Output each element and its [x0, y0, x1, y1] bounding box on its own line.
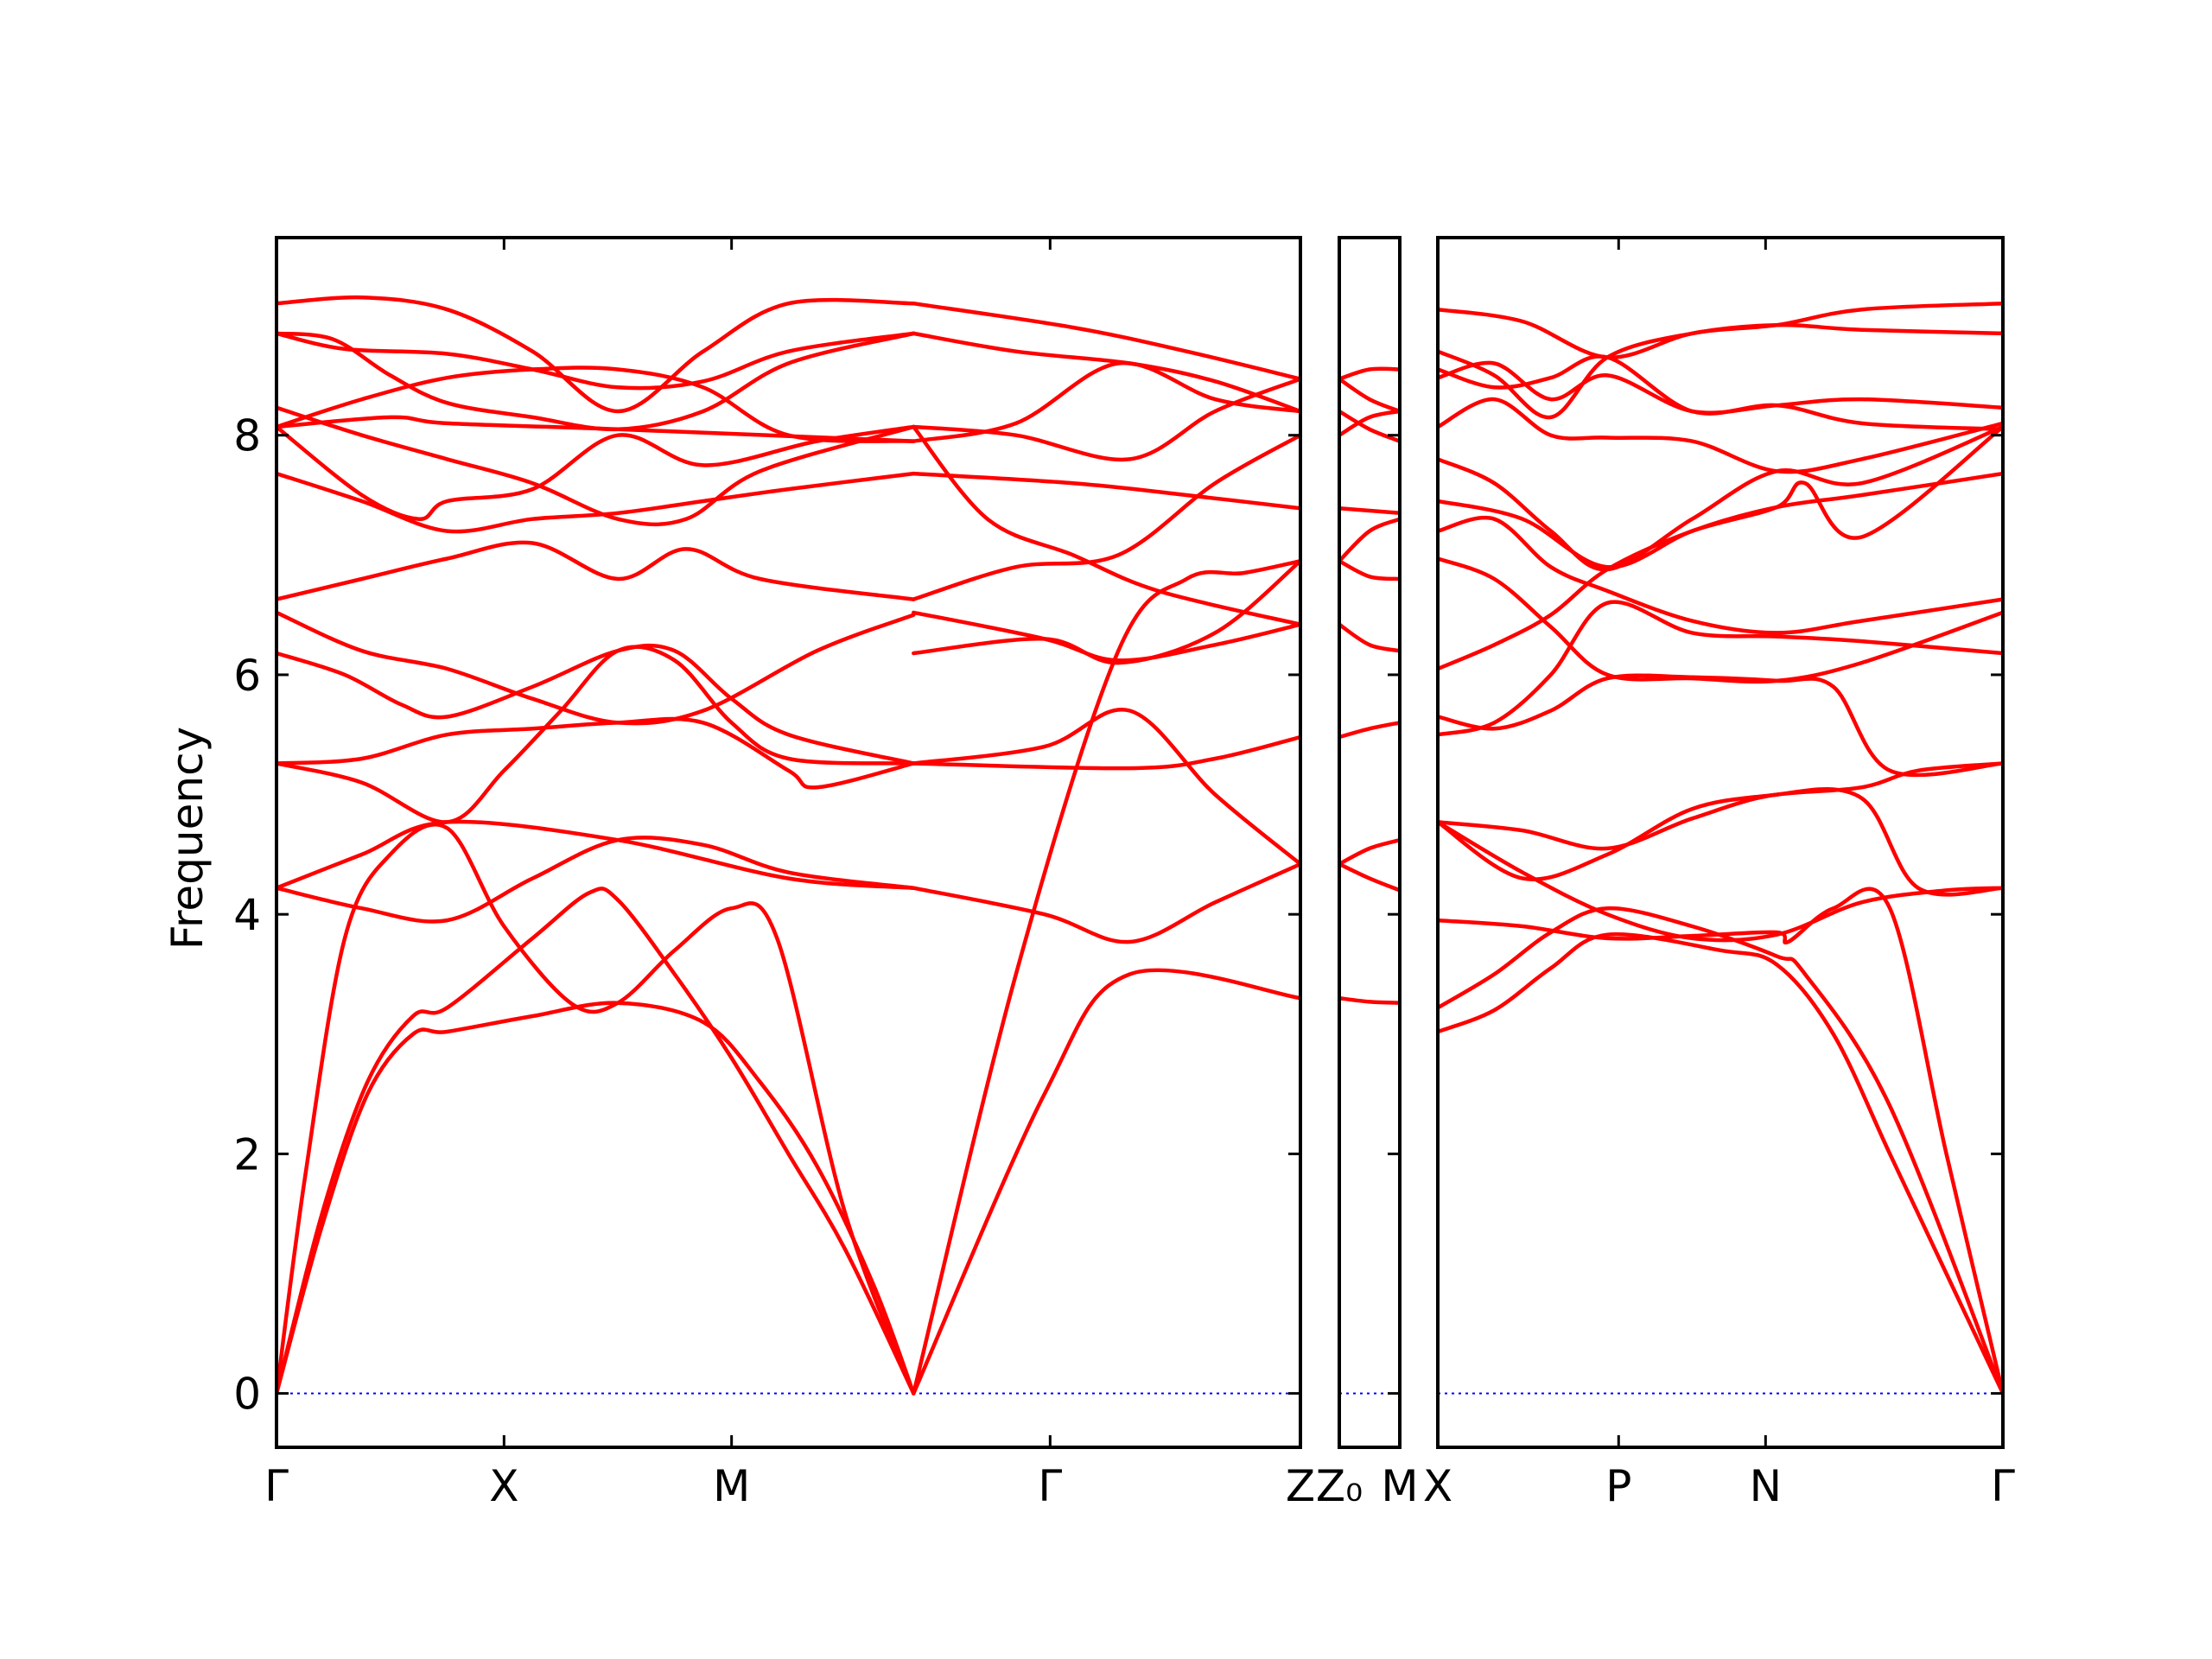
band-line-3 — [276, 822, 916, 1395]
band-line-12 — [276, 424, 916, 521]
band-line-27 — [912, 471, 1300, 511]
band-line-3 — [1438, 887, 2003, 1395]
band-line-7 — [1438, 600, 2003, 737]
band-line-10 — [276, 540, 916, 601]
band-line-22 — [912, 734, 1300, 771]
band-line-6 — [1438, 761, 2003, 881]
band-line-21 — [912, 861, 1300, 944]
panel-frame — [275, 236, 1302, 1449]
y-tick-label: 0 — [233, 1370, 261, 1420]
band-line-7 — [276, 716, 916, 790]
band-line-13 — [276, 405, 916, 527]
panel-frame — [1436, 236, 2005, 1449]
band-line-6 — [1339, 559, 1400, 582]
band-line-11 — [1438, 516, 2003, 635]
band-line-4 — [276, 819, 916, 890]
x-tick-label: X — [1423, 1461, 1452, 1511]
band-line-4 — [1339, 721, 1400, 740]
band-line-9 — [1339, 409, 1400, 437]
band-line-13 — [1438, 424, 2003, 572]
y-tick-label: 4 — [233, 890, 261, 940]
band-line-26 — [912, 433, 1300, 601]
band-line-5 — [1438, 787, 2003, 897]
x-tick-label: Z₀ — [1316, 1461, 1363, 1511]
band-line-1 — [276, 1001, 916, 1395]
band-line-6 — [276, 645, 916, 824]
x-tick-label: N — [1750, 1461, 1782, 1511]
band-line-25 — [912, 610, 1300, 663]
band-line-2 — [276, 887, 916, 1395]
band-line-15 — [276, 415, 916, 443]
band-line-1 — [1438, 931, 2003, 1395]
x-tick-label: M — [713, 1461, 750, 1511]
band-line-10 — [1438, 556, 2003, 684]
band-line-17 — [276, 331, 916, 432]
panel-frame — [1338, 236, 1402, 1449]
band-line-3 — [1339, 861, 1400, 893]
bands — [1438, 301, 2003, 1395]
band-line-4 — [1438, 820, 2003, 943]
band-line-2 — [1438, 906, 2003, 1395]
band-line-15 — [1438, 360, 2003, 415]
x-tick-label: Γ — [264, 1461, 289, 1511]
band-line-8 — [1339, 506, 1400, 516]
x-tick-label: P — [1605, 1461, 1631, 1511]
band-line-16 — [276, 331, 916, 391]
panel-1: Γ X M Γ Z 0 2 4 6 8 — [233, 236, 1315, 1511]
y-tick-label: 8 — [233, 411, 261, 461]
band-line-10 — [1339, 409, 1400, 443]
band-line-12 — [1339, 377, 1400, 414]
panel-2: Z₀ M — [1316, 236, 1419, 1511]
band-line-7 — [1339, 517, 1400, 563]
band-line-5 — [276, 836, 916, 924]
bands — [276, 295, 1300, 1395]
y-tick-label: 6 — [233, 651, 261, 701]
band-line-8 — [1438, 673, 2003, 778]
band-line-29 — [912, 424, 1300, 626]
band-line-18 — [276, 295, 916, 414]
band-line-5 — [1339, 622, 1400, 653]
band-line-16 — [1438, 354, 2003, 432]
band-line-11 — [276, 471, 916, 534]
band-line-14 — [1438, 397, 2003, 474]
y-axis-label: Frequency — [162, 727, 213, 950]
band-line-23 — [912, 707, 1300, 867]
band-line-32 — [912, 301, 1300, 381]
x-tick-label: X — [489, 1461, 518, 1511]
band-line-20 — [912, 559, 1300, 1395]
band-line-1 — [1339, 995, 1400, 1005]
band-line-2 — [1339, 837, 1400, 867]
band-line-12 — [1438, 424, 2003, 569]
band-line-17 — [1438, 322, 2003, 420]
x-tick-label: Γ — [1991, 1461, 2015, 1511]
y-tick-label: 2 — [233, 1129, 261, 1179]
band-line-9 — [276, 610, 916, 726]
band-line-18 — [1438, 301, 2003, 359]
x-tick-label: Γ — [1038, 1461, 1062, 1511]
x-tick-label: Z — [1286, 1461, 1315, 1511]
band-line-24 — [912, 559, 1300, 665]
band-line-8 — [276, 643, 916, 766]
x-tick-label: M — [1381, 1461, 1418, 1511]
bands — [1339, 366, 1400, 1005]
band-line-11 — [1339, 366, 1400, 381]
band-line-31 — [912, 331, 1300, 414]
band-line-19 — [912, 968, 1300, 1395]
